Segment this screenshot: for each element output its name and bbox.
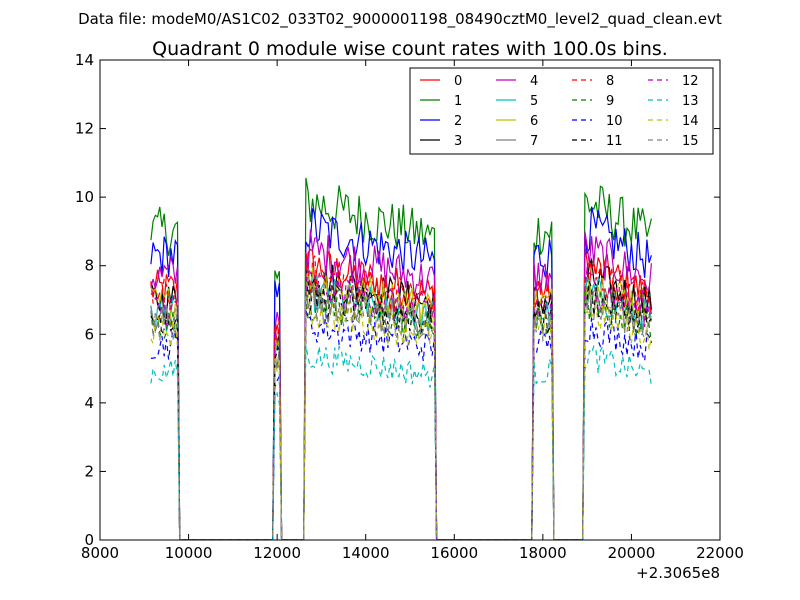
- y-tick-label: 0: [84, 531, 94, 549]
- figure-suptitle: Data file: modeM0/AS1C02_033T02_90000011…: [78, 10, 722, 29]
- plot-area: [150, 177, 652, 540]
- legend-label-9: 9: [606, 94, 614, 109]
- legend-label-8: 8: [606, 74, 614, 89]
- series-line-1: [150, 177, 652, 540]
- series-line-8: [150, 252, 652, 540]
- x-tick-label: 10000: [165, 544, 213, 562]
- y-tick-label: 8: [84, 257, 94, 275]
- x-offset-label: +2.3065e8: [636, 564, 720, 582]
- legend-label-5: 5: [530, 94, 538, 109]
- x-tick-label: 18000: [519, 544, 567, 562]
- y-tick-label: 4: [84, 394, 94, 412]
- legend-label-2: 2: [454, 114, 462, 129]
- legend-box: [409, 67, 714, 155]
- x-tick-label: 8000: [81, 544, 119, 562]
- y-tick-label: 10: [75, 188, 94, 206]
- axes: 8000 10000 12000 14000 16000 18000 20000 22000 0…: [75, 51, 744, 562]
- y-tick-label: 14: [75, 51, 94, 69]
- legend-label-0: 0: [454, 74, 462, 89]
- x-tick-label: 16000: [430, 544, 478, 562]
- legend-label-12: 12: [682, 74, 699, 89]
- legend-label-14: 14: [682, 114, 699, 129]
- legend-label-7: 7: [530, 134, 538, 149]
- series-line-14: [150, 291, 652, 540]
- y-tick-label: 2: [84, 462, 94, 480]
- series-line-2: [150, 206, 652, 540]
- legend-label-10: 10: [606, 114, 623, 129]
- x-tick-label: 20000: [608, 544, 656, 562]
- y-tick-label: 6: [84, 325, 94, 343]
- legend-label-13: 13: [682, 94, 699, 109]
- legend-label-15: 15: [682, 134, 699, 149]
- x-tick-label: 12000: [253, 544, 301, 562]
- legend-label-1: 1: [454, 94, 462, 109]
- series-line-7: [150, 281, 652, 540]
- legend-label-3: 3: [454, 134, 462, 149]
- x-tick-label: 14000: [342, 544, 390, 562]
- legend-label-6: 6: [530, 114, 538, 129]
- y-tick-label: 12: [75, 120, 94, 138]
- chart-title: Quadrant 0 module wise count rates with …: [152, 38, 668, 60]
- plot-frame: [99, 59, 721, 541]
- x-tick-label: 22000: [696, 544, 744, 562]
- legend-label-4: 4: [530, 74, 538, 89]
- legend-label-11: 11: [606, 134, 623, 149]
- series-line-6: [150, 266, 652, 540]
